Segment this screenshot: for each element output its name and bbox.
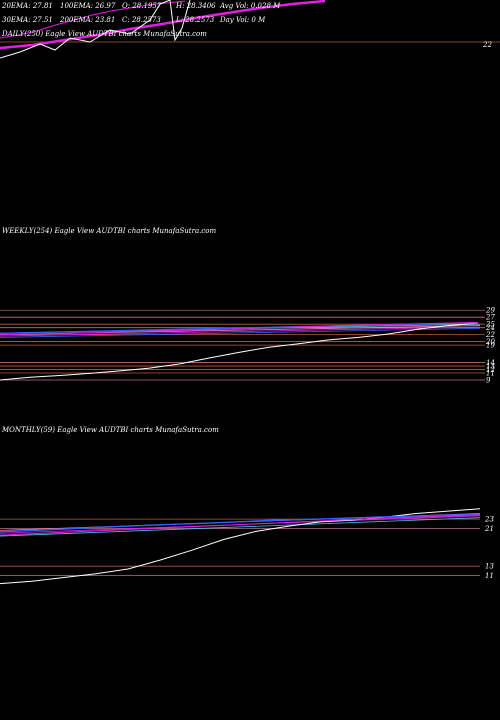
monthly-series-line [0,513,481,533]
monthly-tick-label: 13 [485,563,494,571]
monthly-level-lines [0,513,481,576]
daily-ema-100: 100EMA: 26.97 [60,2,116,10]
weekly-panel: WEEKLY(254) Eagle View AUDTBI charts Mun… [0,227,495,385]
weekly-tick-label: 24 [485,324,495,332]
daily-low: L: 28.2573 [175,16,215,24]
monthly-tick-label: 11 [485,572,494,580]
weekly-tick-label: 29 [485,307,495,315]
weekly-ma-band [0,327,481,338]
weekly-series-line [0,321,479,336]
daily-series-line [0,0,186,39]
monthly-title: MONTHLY(59) Eagle View AUDTBI charts Mun… [1,426,219,434]
weekly-tick-label: 22 [485,331,495,339]
weekly-level-lines [0,309,485,381]
daily-series [0,0,326,59]
daily-day-vol: Day Vol: 0 M [219,16,266,24]
daily-ema-20: 20EMA: 27.81 [1,2,53,10]
daily-series-line [0,0,326,50]
weekly-tick-label: 27 [485,314,495,322]
daily-tick-label: 22 [482,41,492,49]
weekly-series-line [0,322,479,381]
daily-close: C: 28.2573 [122,16,161,24]
weekly-tick-label: 9 [486,377,491,385]
daily-title: DAILY(250) Eagle View AUDTBI charts Muna… [1,30,207,38]
monthly-tick-label: 21 [484,525,494,533]
monthly-series-line [0,514,481,536]
weekly-title: WEEKLY(254) Eagle View AUDTBI charts Mun… [2,227,216,235]
weekly-tick-label: 12 [486,366,495,374]
daily-ema-30: 30EMA: 27.51 [2,16,53,24]
monthly-series-line [0,508,481,585]
daily-price-line [0,0,191,59]
weekly-tick-label: 20 [485,338,495,346]
daily-open: O: 28.1957 [122,2,162,10]
daily-ema-200: 200EMA: 23.81 [59,16,115,24]
daily-high: H: 28.3406 [175,2,216,10]
monthly-tick-label: 23 [484,516,494,524]
weekly-tick-label: 11 [486,370,495,378]
weekly-tick-label: 13 [486,363,495,371]
monthly-series [0,508,481,585]
weekly-tick-label: 19 [486,342,495,350]
weekly-series [0,321,479,381]
weekly-ma-band [0,326,481,337]
monthly-ma-band [0,517,481,537]
monthly-panel: MONTHLY(59) Eagle View AUDTBI charts Mun… [0,426,494,585]
weekly-tick-label: 14 [486,359,495,367]
daily-avg-vol: Avg Vol: 0.028 M [219,2,281,10]
weekly-tick-label: 25 [485,321,495,329]
daily-panel: 20EMA: 27.81 100EMA: 26.97 O: 28.1957 H:… [0,0,500,59]
